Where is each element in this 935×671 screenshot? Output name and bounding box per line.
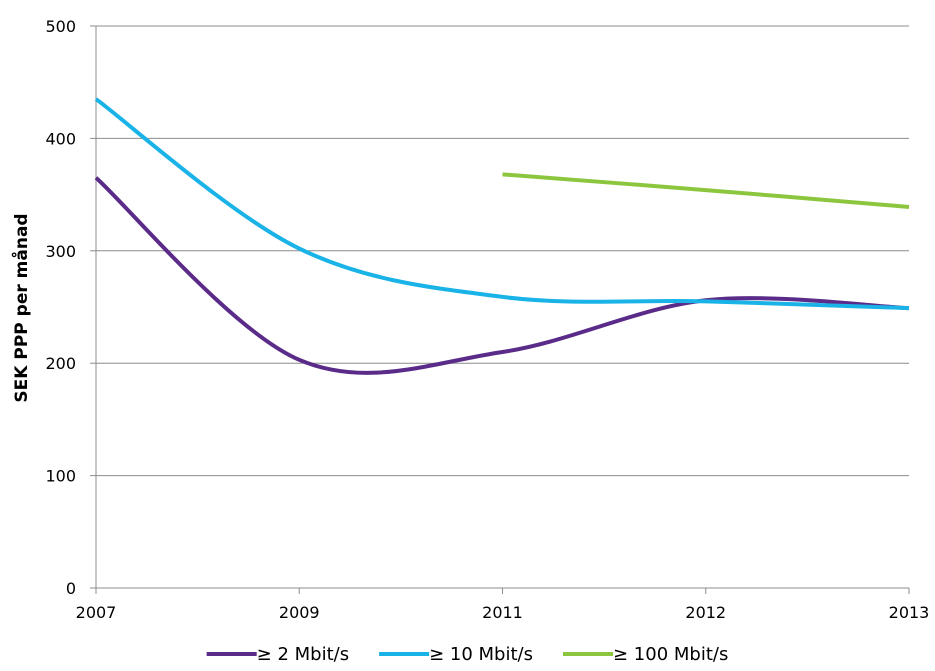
x-tick-label: 2011 [482,603,523,622]
legend-label: ≥ 100 Mbit/s [613,644,728,665]
y-tick-label: 0 [66,579,76,598]
x-tick-label: 2009 [279,603,320,622]
legend-label: ≥ 2 Mbit/s [257,644,349,665]
legend-label: ≥ 10 Mbit/s [429,644,533,665]
series-line-0 [94,176,910,375]
axes [90,25,910,594]
series-line-2 [502,172,910,209]
y-tick-label: 400 [45,129,76,148]
x-tick-label: 2013 [889,603,930,622]
y-axis-title: SEK PPP per månad [10,213,32,402]
series-lines [94,97,910,375]
y-tick-label: 100 [45,467,76,486]
y-tick-label: 300 [45,242,76,261]
legend: ≥ 2 Mbit/s ≥ 10 Mbit/s ≥ 100 Mbit/s [206,644,728,665]
x-tick-label: 2012 [685,603,726,622]
y-tick-label: 500 [45,17,76,36]
gridlines [96,25,909,477]
series-line-1 [94,97,910,311]
tick-labels: 0 100 200 300 400 500 2007 2009 2011 2012 2013 [45,17,929,622]
y-tick-label: 200 [45,354,76,373]
x-tick-label: 2007 [76,603,117,622]
